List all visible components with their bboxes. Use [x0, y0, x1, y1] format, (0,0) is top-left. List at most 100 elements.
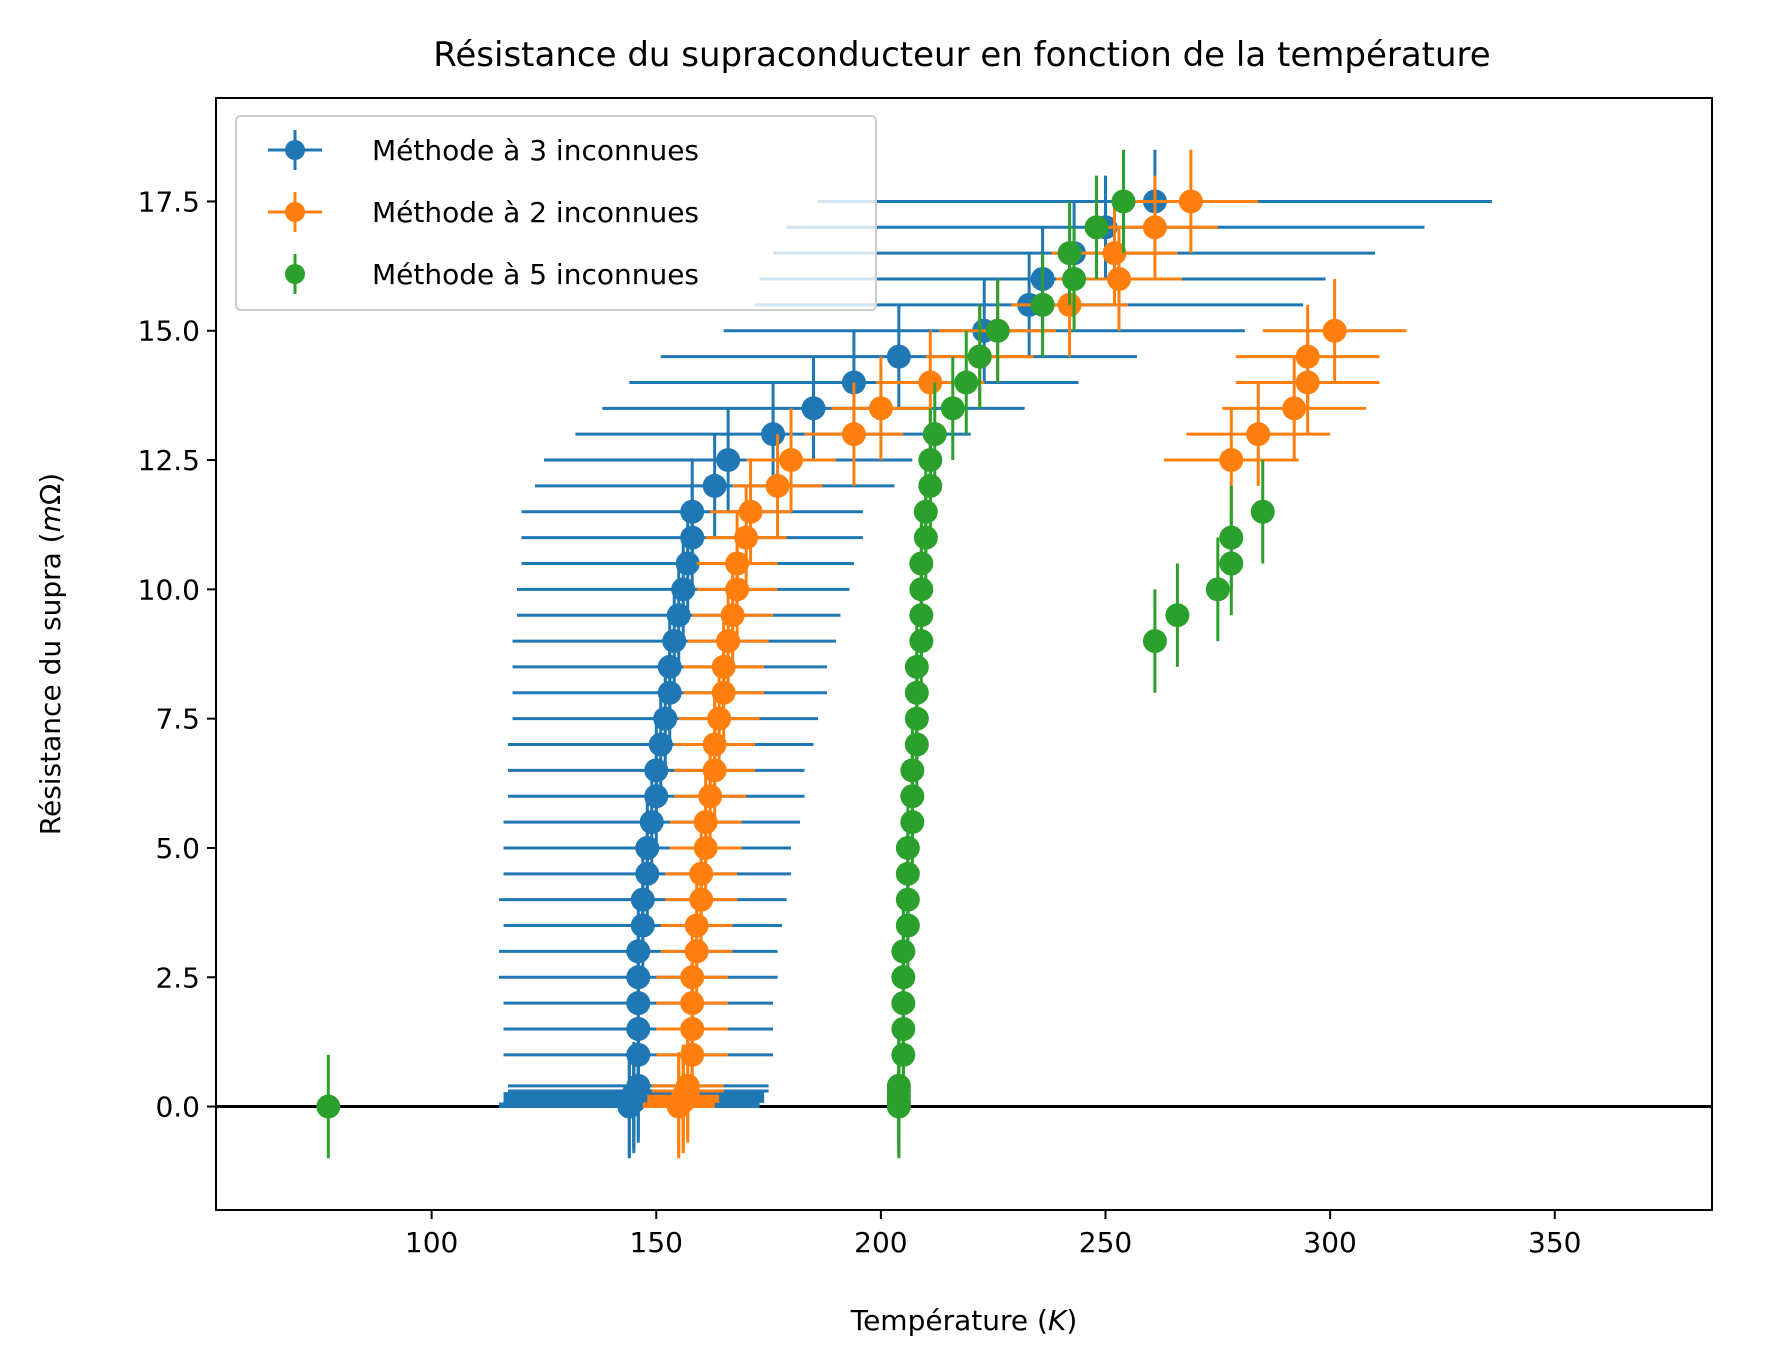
data-point [725, 551, 750, 576]
data-point [904, 706, 929, 731]
data-point [801, 396, 826, 421]
legend-label: Méthode à 3 inconnues [372, 134, 699, 167]
data-point [900, 758, 925, 783]
y-axis-title-text: Résistance du supra ( [34, 532, 67, 835]
data-point [734, 525, 759, 550]
legend-item-5-inconnues: Méthode à 5 inconnues [285, 254, 699, 294]
legend-label: Méthode à 2 inconnues [372, 196, 699, 229]
y-tick-label: 5.0 [155, 832, 200, 865]
chart-title: Résistance du supraconducteur en fonctio… [433, 35, 1490, 75]
data-point [1030, 292, 1055, 317]
data-point [1219, 525, 1244, 550]
data-point [891, 991, 916, 1016]
data-point [1106, 267, 1131, 292]
data-point [702, 473, 727, 498]
legend-marker [285, 264, 305, 284]
data-point [644, 758, 669, 783]
legend-marker [285, 202, 305, 222]
x-axis-title-close: ) [1066, 1304, 1077, 1337]
series-3 [316, 149, 1275, 1159]
plot-area [216, 149, 1712, 1159]
data-point [918, 370, 943, 395]
data-point [1178, 189, 1203, 214]
data-point [895, 861, 920, 886]
data-point [922, 422, 947, 447]
data-point [895, 835, 920, 860]
data-point [909, 577, 934, 602]
data-point [913, 499, 938, 524]
data-point [630, 913, 655, 938]
legend-item-2-inconnues: Méthode à 2 inconnues [268, 192, 699, 232]
data-point [693, 810, 718, 835]
x-axis-title-unit: K [1048, 1304, 1069, 1337]
data-point [765, 473, 790, 498]
data-point [626, 1016, 651, 1041]
legend: Méthode à 3 inconnues Méthode à 2 inconn… [235, 115, 877, 311]
data-point [886, 1073, 911, 1098]
data-point [779, 448, 804, 473]
data-point [891, 1042, 916, 1067]
data-point [698, 784, 723, 809]
data-point [1219, 448, 1244, 473]
data-point [1322, 318, 1347, 343]
data-point [666, 603, 691, 628]
data-point [648, 732, 673, 757]
data-point [1246, 422, 1271, 447]
legend-marker [285, 140, 305, 160]
data-point [635, 861, 660, 886]
plot-frame [215, 97, 1713, 1211]
data-point [680, 965, 705, 990]
data-point [868, 396, 893, 421]
data-point [711, 680, 736, 705]
plot-layer [216, 149, 1712, 1159]
y-tick-label: 17.5 [138, 185, 200, 218]
data-point [675, 1073, 700, 1098]
x-tick-label: 300 [1303, 1226, 1356, 1259]
data-point [913, 525, 938, 550]
data-point [761, 422, 786, 447]
x-tick-label: 100 [405, 1226, 458, 1259]
y-tick-label: 0.0 [155, 1091, 200, 1124]
data-point [1057, 241, 1082, 266]
data-point [891, 939, 916, 964]
data-point [891, 1016, 916, 1041]
data-point [841, 422, 866, 447]
data-point [657, 654, 682, 679]
legend-item-3-inconnues: Méthode à 3 inconnues [268, 130, 699, 170]
x-axis: 100 150 200 250 300 350 [405, 1210, 1581, 1259]
data-point [1062, 267, 1087, 292]
data-point [1205, 577, 1230, 602]
data-point [940, 396, 965, 421]
data-point [693, 835, 718, 860]
y-axis-title-unit: m [34, 505, 67, 532]
data-point [738, 499, 763, 524]
y-tick-label: 2.5 [155, 961, 200, 994]
x-tick-label: 200 [854, 1226, 907, 1259]
data-point [725, 577, 750, 602]
legend-box [235, 115, 877, 311]
data-point [675, 551, 700, 576]
y-axis-title-close: Ω) [34, 473, 67, 505]
x-tick-label: 350 [1528, 1226, 1581, 1259]
data-point [904, 732, 929, 757]
data-point [985, 318, 1010, 343]
data-point [671, 577, 696, 602]
data-point [657, 680, 682, 705]
data-point [1219, 551, 1244, 576]
data-point [630, 887, 655, 912]
data-point [909, 629, 934, 654]
data-point [891, 965, 916, 990]
data-point [702, 732, 727, 757]
y-tick-label: 10.0 [138, 573, 200, 606]
data-point [711, 654, 736, 679]
data-point [680, 525, 705, 550]
data-point [904, 680, 929, 705]
data-point [1165, 603, 1190, 628]
data-point [720, 603, 745, 628]
legend-label: Méthode à 5 inconnues [372, 258, 699, 291]
data-point [1102, 241, 1127, 266]
data-point [909, 603, 934, 628]
data-point [662, 629, 687, 654]
data-point [1142, 215, 1167, 240]
y-tick-label: 12.5 [138, 444, 200, 477]
